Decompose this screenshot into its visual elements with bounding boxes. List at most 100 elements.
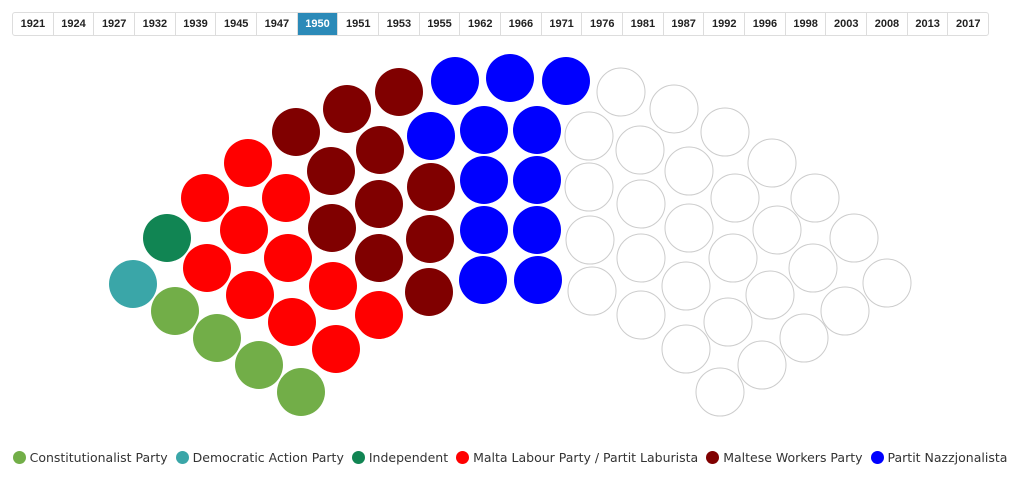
- seat: [459, 256, 507, 304]
- empty-seat: [616, 233, 666, 283]
- seat: [312, 325, 360, 373]
- empty-seat: [616, 290, 666, 340]
- seat: [375, 68, 423, 116]
- legend-item[interactable]: Malta Labour Party / Partit Laburista: [456, 450, 698, 465]
- seat: [109, 260, 157, 308]
- year-tab[interactable]: 1987: [664, 13, 705, 35]
- seat: [486, 54, 534, 102]
- legend-item[interactable]: Maltese Workers Party: [706, 450, 863, 465]
- seat: [355, 234, 403, 282]
- legend-item[interactable]: Independent: [351, 450, 448, 465]
- empty-seat: [752, 205, 802, 255]
- empty-seat: [708, 233, 758, 283]
- year-tab[interactable]: 2013: [908, 13, 949, 35]
- year-tab[interactable]: 1927: [94, 13, 136, 35]
- chart: [109, 54, 912, 417]
- year-tab[interactable]: 1971: [542, 13, 583, 35]
- seat: [183, 244, 231, 292]
- empty-seat: [649, 84, 699, 134]
- empty-seat: [615, 125, 665, 175]
- empty-seat: [820, 286, 870, 336]
- empty-seat: [661, 324, 711, 374]
- empty-seat: [862, 258, 912, 308]
- year-tab[interactable]: 1955: [420, 13, 461, 35]
- year-tab[interactable]: 2008: [867, 13, 908, 35]
- seat: [193, 314, 241, 362]
- year-tab[interactable]: 2003: [826, 13, 868, 35]
- seat: [405, 268, 453, 316]
- legend-symbol: [12, 451, 26, 464]
- year-tab[interactable]: 1939: [176, 13, 217, 35]
- empty-seat: [737, 340, 787, 390]
- legend-item[interactable]: Partit Nazzjonalista: [870, 450, 1008, 465]
- seat: [308, 204, 356, 252]
- seat: [406, 215, 454, 263]
- legend-label: Partit Nazzjonalista: [887, 450, 1008, 465]
- legend-item[interactable]: Constitutionalist Party: [12, 450, 168, 465]
- empty-seat: [710, 173, 760, 223]
- seat: [513, 106, 561, 154]
- year-tab[interactable]: 1998: [786, 13, 827, 35]
- seat: [513, 206, 561, 254]
- year-tab[interactable]: 1953: [379, 13, 420, 35]
- empty-seat: [745, 270, 795, 320]
- seat: [460, 106, 508, 154]
- seat: [272, 108, 320, 156]
- seat: [224, 139, 272, 187]
- empty-seat: [779, 313, 829, 363]
- legend-symbol: [175, 451, 189, 464]
- empty-seat: [788, 243, 838, 293]
- seat: [235, 341, 283, 389]
- seat: [407, 112, 455, 160]
- empty-seat: [747, 138, 797, 188]
- seat: [460, 206, 508, 254]
- seat: [268, 298, 316, 346]
- legend-label: Constitutionalist Party: [29, 450, 168, 465]
- empty-seat: [564, 111, 614, 161]
- year-tab[interactable]: 1966: [501, 13, 542, 35]
- legend-symbol: [456, 451, 470, 464]
- legend-label: Maltese Workers Party: [723, 450, 863, 465]
- year-tabs: 1921 1924 1927 1932 1939 1945 1947 1950 1951 1953…: [12, 12, 989, 36]
- seat: [307, 147, 355, 195]
- legend: Constitutionalist Party Democratic Action…: [0, 450, 1020, 465]
- year-tab[interactable]: 1962: [460, 13, 502, 35]
- year-tab[interactable]: 1992: [704, 13, 746, 35]
- legend-label: Malta Labour Party / Partit Laburista: [473, 450, 699, 465]
- seat: [323, 85, 371, 133]
- empty-seat: [567, 266, 617, 316]
- seat: [355, 291, 403, 339]
- seat: [220, 206, 268, 254]
- seat: [309, 262, 357, 310]
- year-tab[interactable]: 1921: [13, 13, 54, 35]
- year-tab[interactable]: 1976: [582, 13, 624, 35]
- year-tab[interactable]: 1981: [623, 13, 664, 35]
- year-tab[interactable]: 1996: [745, 13, 786, 35]
- year-tab[interactable]: 1945: [216, 13, 258, 35]
- legend-symbol: [351, 451, 365, 464]
- empty-seat: [664, 146, 714, 196]
- empty-seat: [829, 213, 879, 263]
- seat: [277, 368, 325, 416]
- legend-symbol: [870, 451, 884, 464]
- legend-label: Democratic Action Party: [192, 450, 344, 465]
- seat: [226, 271, 274, 319]
- seat: [542, 57, 590, 105]
- empty-seat: [564, 162, 614, 212]
- seat: [143, 214, 191, 262]
- seat: [262, 174, 310, 222]
- legend-item[interactable]: Democratic Action Party: [175, 450, 344, 465]
- year-tab[interactable]: 1951: [338, 13, 380, 35]
- year-tab[interactable]: 2017: [956, 18, 981, 30]
- year-tab[interactable]: 1924: [54, 13, 95, 35]
- year-tab[interactable]: 1950: [297, 13, 339, 35]
- seat: [355, 180, 403, 228]
- year-tab[interactable]: 1932: [135, 13, 176, 35]
- seat: [151, 287, 199, 335]
- legend-symbol: [706, 451, 720, 464]
- year-tab[interactable]: 1947: [257, 13, 298, 35]
- empty-seat: [700, 107, 750, 157]
- empty-seat: [664, 203, 714, 253]
- seat: [356, 126, 404, 174]
